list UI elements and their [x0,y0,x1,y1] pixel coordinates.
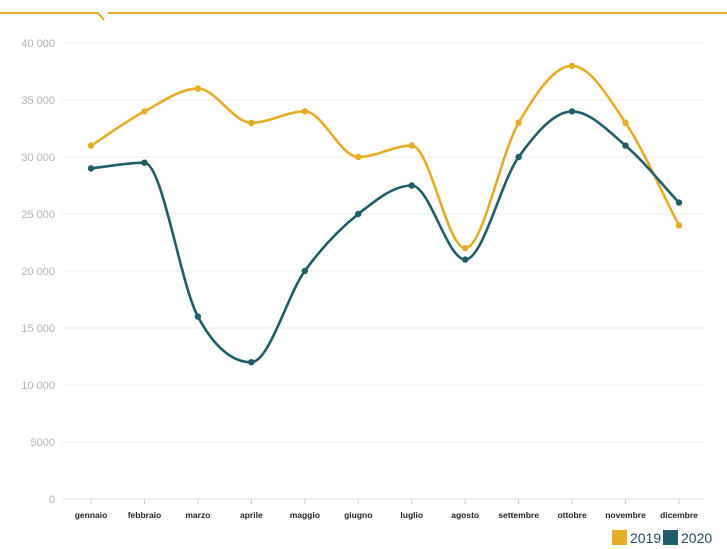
data-point [141,159,148,166]
data-point [622,142,629,149]
y-tick-label: 25 000 [21,209,55,221]
data-point [87,142,95,149]
legend: 2019 2020 [612,530,712,546]
y-tick-label: 40 000 [21,38,55,50]
data-point [515,153,522,161]
data-point [408,182,415,189]
x-tick-label: novembre [605,510,646,520]
x-tick-label: giugno [344,510,372,520]
x-tick-label: dicembre [660,510,698,520]
data-point [301,108,309,115]
data-point [355,153,362,161]
y-tick-label: 20 000 [21,266,55,278]
y-tick-label: 5000 [31,437,55,449]
top-rule-line [0,12,727,21]
data-point [622,119,629,127]
y-tick-label: 35 000 [21,95,55,107]
legend-label-2020: 2020 [681,530,712,546]
legend-label-2019: 2019 [630,530,661,546]
data-point [675,222,683,229]
y-tick-label: 0 [49,494,55,506]
data-point [194,313,202,320]
gridlines [62,42,704,500]
data-point [515,119,522,127]
data-point [408,142,415,149]
x-axis-ticks: gennaio febbraio marzo aprile maggio giugno lu… [75,499,698,520]
data-point [461,256,469,263]
data-point [194,85,202,92]
data-point [248,119,255,127]
x-tick-label: maggio [290,510,320,520]
series-line-2020 [89,110,681,364]
x-tick-label: agosto [451,510,479,520]
y-tick-label: 10 000 [21,380,55,392]
y-tick-label: 15 000 [21,323,55,335]
x-tick-label: febbraio [128,510,162,520]
series-lines [87,62,683,366]
data-point [248,359,255,366]
x-tick-label: settembre [498,510,539,520]
y-tick-label: 30 000 [21,152,55,164]
data-point [675,199,683,206]
data-point [461,245,469,252]
y-axis-ticks: 0 5000 10 000 15 000 20 000 25 000 30 000 35 00… [21,38,55,506]
data-point [301,267,309,275]
data-point [141,108,148,115]
series-2020 [87,108,683,366]
x-tick-label: luglio [400,510,423,520]
data-point [568,108,576,115]
data-point [568,62,576,69]
x-tick-label: aprile [240,510,263,520]
series-2019 [87,62,683,252]
data-point [87,165,95,172]
legend-swatch-2020 [663,530,678,545]
data-point [355,210,362,218]
legend-swatch-2019 [612,530,627,545]
x-tick-label: ottobre [557,510,587,520]
x-tick-label: marzo [185,510,210,520]
top-decorative-rule [0,12,727,21]
x-tick-label: gennaio [75,510,108,520]
